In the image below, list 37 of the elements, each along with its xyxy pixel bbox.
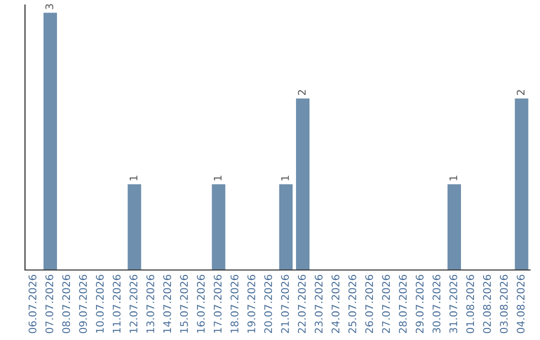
data-label: 1	[450, 176, 458, 180]
data-label: 1	[214, 176, 222, 180]
x-tick-label: 28.07.2026	[398, 274, 407, 334]
x-tick-label: 18.07.2026	[230, 274, 238, 333]
x-tick-label: 31.07.2026	[449, 274, 458, 334]
x-tick-label: 08.07.2026	[62, 274, 70, 334]
data-label: 2	[298, 90, 306, 95]
x-tick-label: 02.08.2026	[483, 274, 491, 334]
x-tick-label: 09.07.2026	[79, 274, 87, 334]
x-tick-label: 27.07.2026	[382, 274, 390, 334]
data-label: 3	[45, 4, 54, 10]
x-tick-label: 04.08.2026	[516, 274, 525, 334]
x-tick-label: 10.07.2026	[96, 274, 104, 333]
x-tick-label: 06.07.2026	[28, 274, 36, 334]
x-tick-label: 03.08.2026	[500, 274, 508, 334]
data-label: 1	[281, 176, 289, 180]
x-tick-label: 17.07.2026	[214, 274, 222, 333]
x-tick-label: 26.07.2026	[365, 274, 374, 334]
x-tick-label: 25.07.2026	[348, 274, 356, 334]
x-tick-label: 21.07.2026	[281, 274, 289, 334]
x-tick-label: 13.07.2026	[146, 274, 154, 333]
x-tick-label: 01.08.2026	[466, 274, 474, 334]
data-label: 2	[516, 90, 524, 95]
x-tick-label: 19.07.2026	[247, 274, 256, 333]
x-tick-label: 22.07.2026	[298, 274, 306, 334]
x-tick-label: 29.07.2026	[416, 274, 424, 334]
x-tick-label: 07.07.2026	[45, 274, 54, 334]
x-tick-label: 15.07.2026	[180, 274, 188, 333]
x-tick-label: 20.07.2026	[264, 274, 272, 334]
x-tick-label: 11.07.2026	[112, 274, 121, 333]
x-tick-label: 16.07.2026	[196, 274, 205, 333]
x-tick-label: 30.07.2026	[432, 274, 440, 334]
x-tick-label: 12.07.2026	[130, 274, 138, 333]
data-label: 1	[130, 176, 138, 180]
x-tick-label: 23.07.2026	[314, 274, 323, 334]
x-tick-label: 14.07.2026	[163, 274, 172, 333]
x-tick-label: 24.07.2026	[332, 274, 340, 334]
